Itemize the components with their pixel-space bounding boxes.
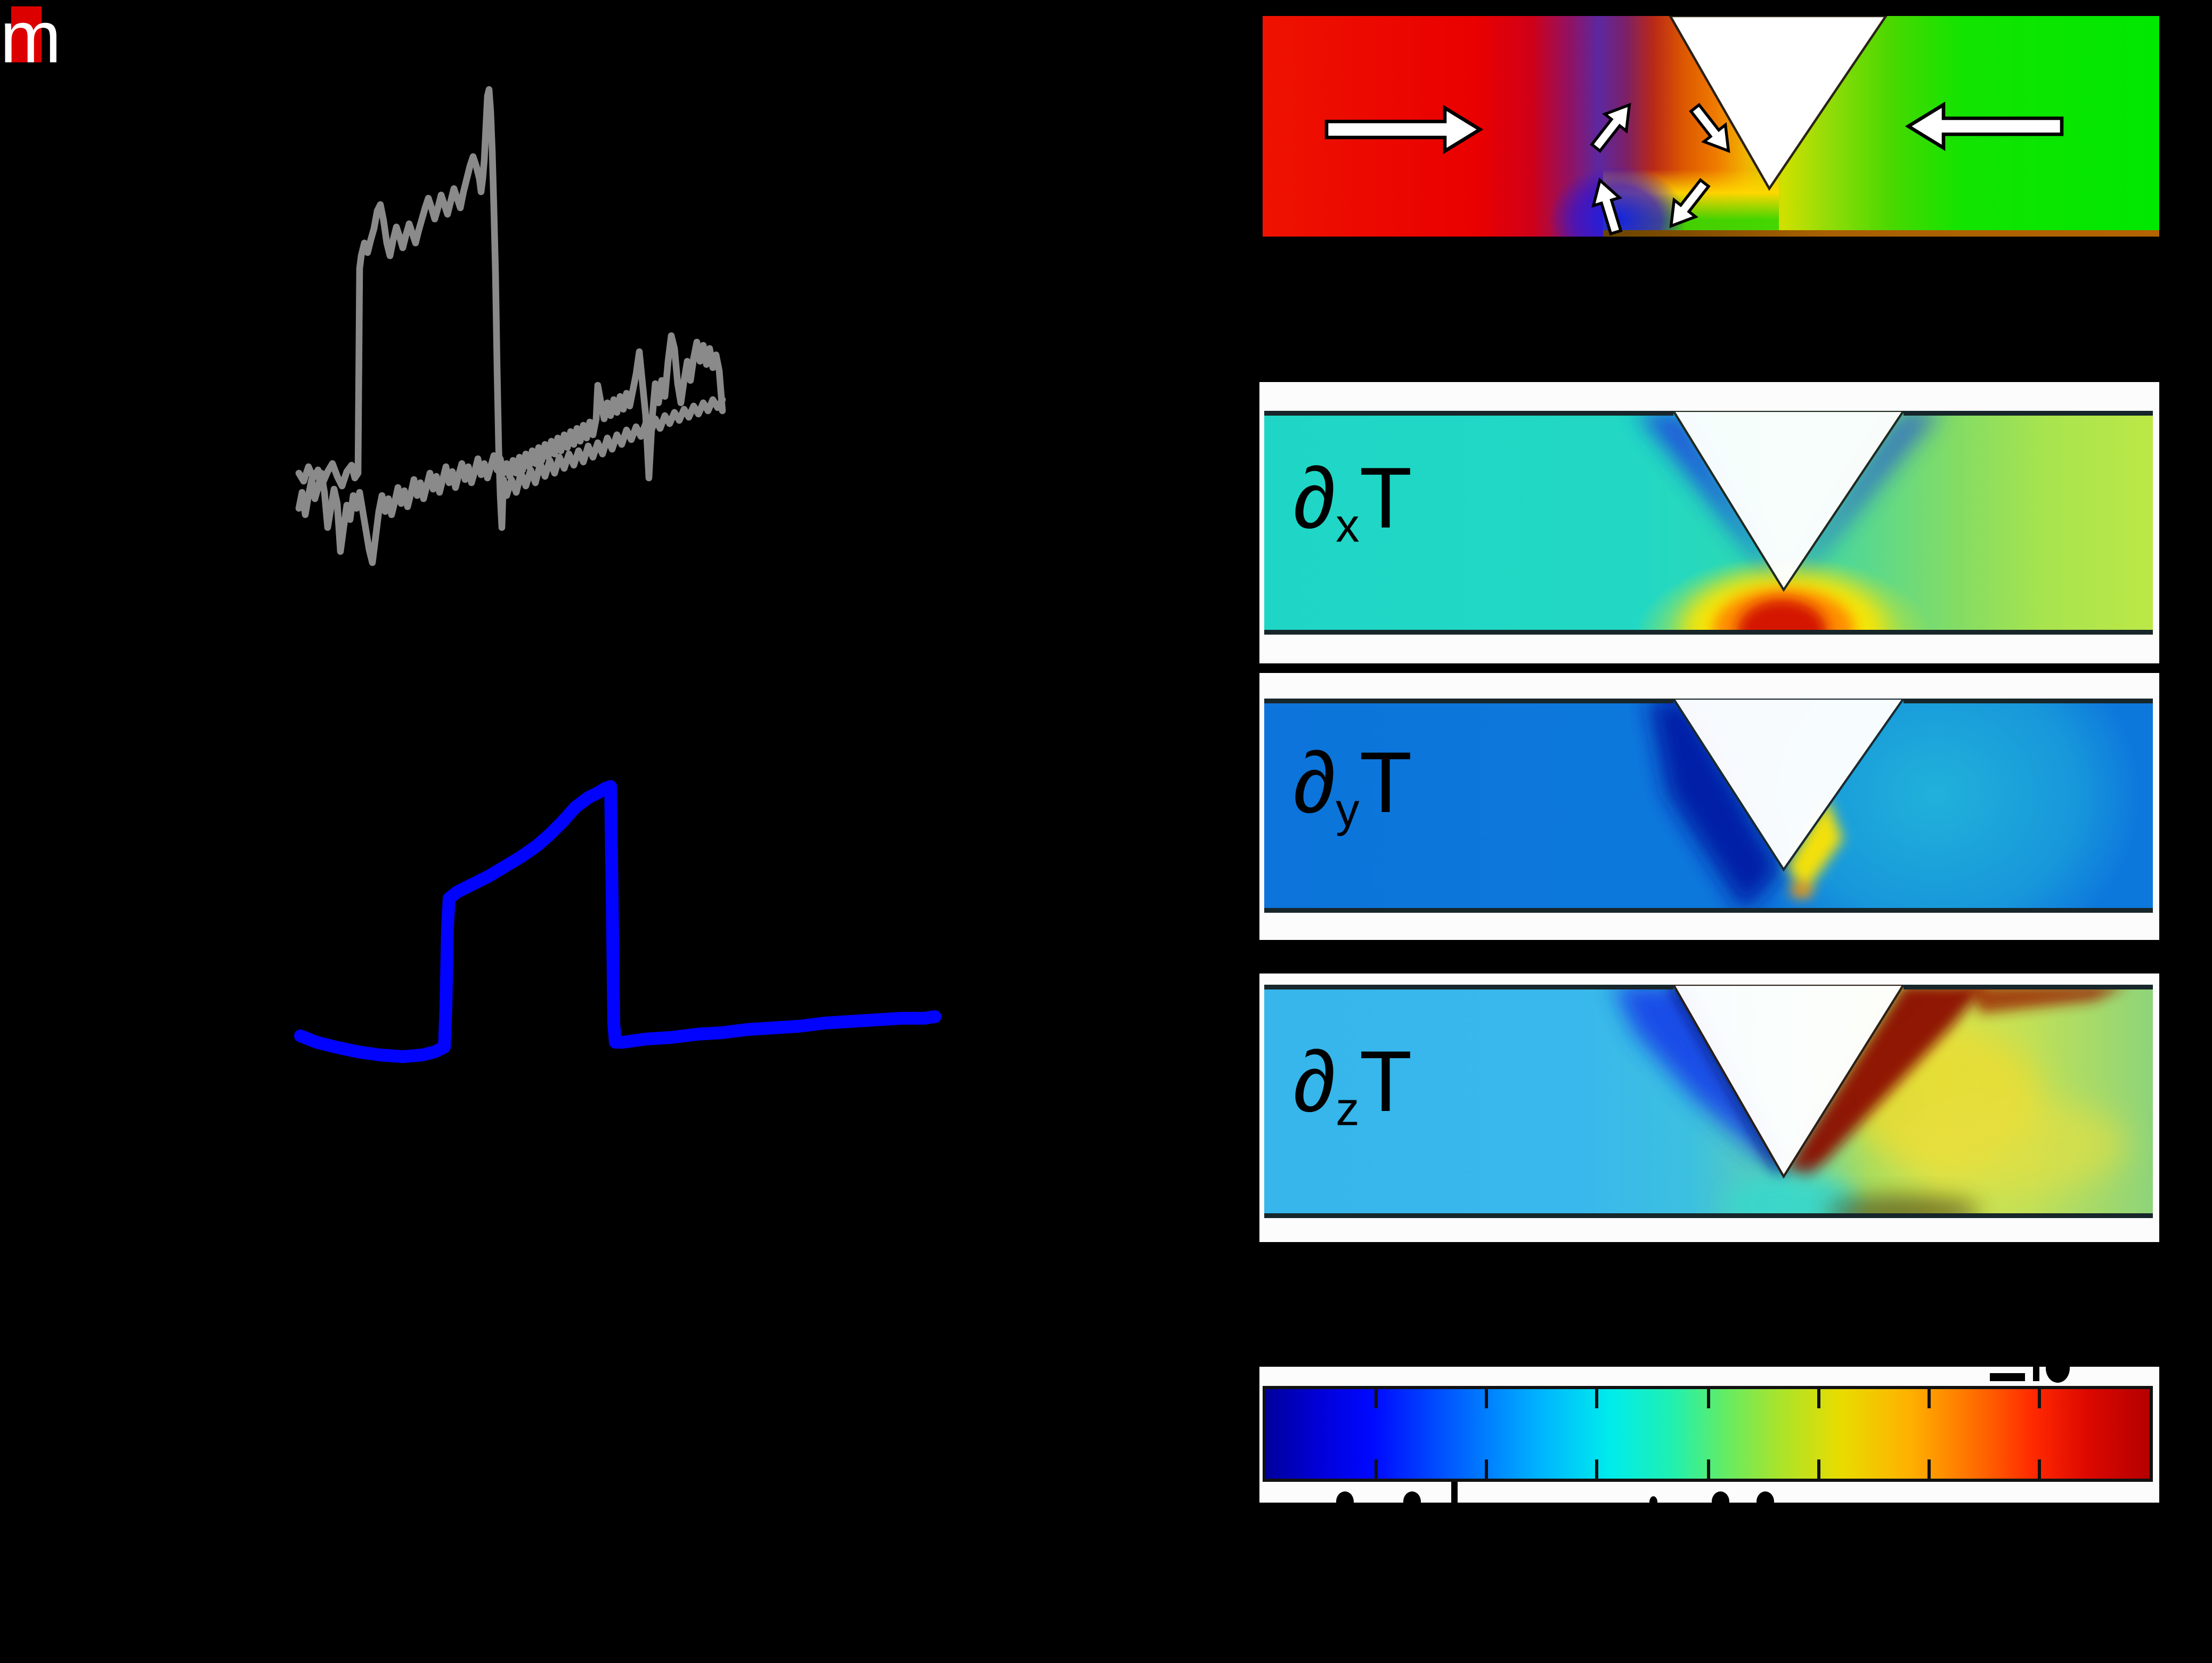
dzT-label: ∂zT	[1293, 1039, 1412, 1134]
navy-wedge	[1648, 699, 1784, 913]
cropped-tick-label-fragment	[1649, 1496, 1657, 1503]
gray-pulse-trace	[295, 86, 726, 531]
partial-symbol: ∂	[1293, 735, 1336, 831]
arrow-left-large	[1905, 101, 2064, 151]
colorbar-tick	[1375, 1459, 1378, 1479]
dyT-panel-strip: ∂yT	[1259, 673, 2159, 940]
colorbar-tick	[1927, 1389, 1931, 1408]
cropped-units-label-fragment	[2046, 1367, 2070, 1383]
arrow-up-right-small	[1590, 102, 1631, 153]
colorbar-tick	[1706, 1459, 1710, 1479]
arrow-up-left-small	[1591, 177, 1623, 236]
colorbar-tick	[1816, 1389, 1820, 1408]
v-notch-shape	[1669, 16, 1888, 191]
hot-spot-red	[1737, 599, 1827, 635]
m-panel-label: m	[0, 0, 61, 78]
v-notch-shape	[1672, 411, 1905, 592]
partial-symbol: ∂	[1293, 451, 1336, 547]
magnetization-arrows	[1324, 101, 2064, 236]
colorbar-tick	[1927, 1459, 1931, 1479]
subscript: z	[1336, 1083, 1360, 1137]
corner-red-artifact	[11, 6, 42, 62]
colorbar-tick	[1596, 1459, 1599, 1479]
cropped-tick-label-fragment	[1451, 1482, 1458, 1503]
jet-colorbar	[1263, 1386, 2153, 1482]
royal-blue-wedge	[1613, 985, 1784, 1177]
blue-halo-right	[1784, 411, 1942, 590]
subscript: x	[1336, 500, 1360, 553]
gray-baseline-trace	[295, 332, 726, 566]
cropped-tick-label-fragment	[1403, 1491, 1421, 1503]
yellow-sliver	[1787, 798, 1843, 894]
dark-red-top-streak	[1967, 985, 2127, 1013]
colorbar-tick	[2037, 1389, 2041, 1408]
colorbar-strip	[1259, 1367, 2159, 1503]
cropped-units-label-fragment	[2033, 1367, 2039, 1381]
cropped-tick-label-fragment	[1336, 1491, 1354, 1503]
v-notch-shape	[1672, 985, 1905, 1179]
m-panel-bottom-boundary-strip	[1603, 230, 2159, 237]
cropped-tick-label-fragment	[1756, 1491, 1774, 1503]
dyT-overlay	[1264, 699, 2153, 913]
v-notch-shape	[1672, 699, 1905, 872]
dxT-label: ∂xT	[1293, 456, 1412, 551]
colorbar-tick	[1485, 1389, 1489, 1408]
dzT-panel-strip: ∂zT	[1259, 974, 2159, 1242]
olive-smudge	[1827, 1196, 1980, 1218]
dxT-gradient-map: ∂xT	[1264, 411, 2153, 635]
dyT-label: ∂yT	[1293, 740, 1412, 835]
colorbar-tick	[2037, 1459, 2041, 1479]
blue-pulse-trace	[294, 780, 941, 1063]
T-symbol: T	[1359, 735, 1412, 831]
maroon-band	[1785, 985, 1987, 1180]
colorbar-tick	[1375, 1389, 1378, 1408]
dyT-gradient-map: ∂yT	[1264, 699, 2153, 913]
colorbar-tick	[1596, 1389, 1599, 1408]
dzT-gradient-map: ∂zT	[1264, 985, 2153, 1218]
dzT-overlay	[1264, 985, 2153, 1218]
cyan-below-tip	[1725, 1173, 1859, 1218]
arrow-down-right-small	[1689, 103, 1730, 153]
cropped-tick-label-fragment	[1712, 1491, 1729, 1503]
partial-symbol: ∂	[1293, 1034, 1336, 1130]
subscript: y	[1336, 784, 1360, 838]
dxT-panel-strip: ∂xT	[1259, 382, 2159, 663]
colorbar-tick	[1485, 1459, 1489, 1479]
colorbar-tick	[1706, 1389, 1710, 1408]
T-symbol: T	[1359, 451, 1412, 547]
arrow-down-left-small	[1669, 178, 1711, 229]
cropped-units-label-fragment	[1990, 1373, 2025, 1381]
yellow-blob-2	[1904, 1097, 2127, 1193]
arrow-right-large	[1324, 104, 1484, 155]
orange-tip	[1790, 882, 1812, 898]
m-panel-overlay	[1324, 16, 2064, 236]
T-symbol: T	[1359, 1034, 1412, 1130]
magnetization-map-panel	[1263, 16, 2159, 237]
dxT-overlay	[1264, 411, 2153, 635]
colorbar-tick	[1816, 1459, 1820, 1479]
